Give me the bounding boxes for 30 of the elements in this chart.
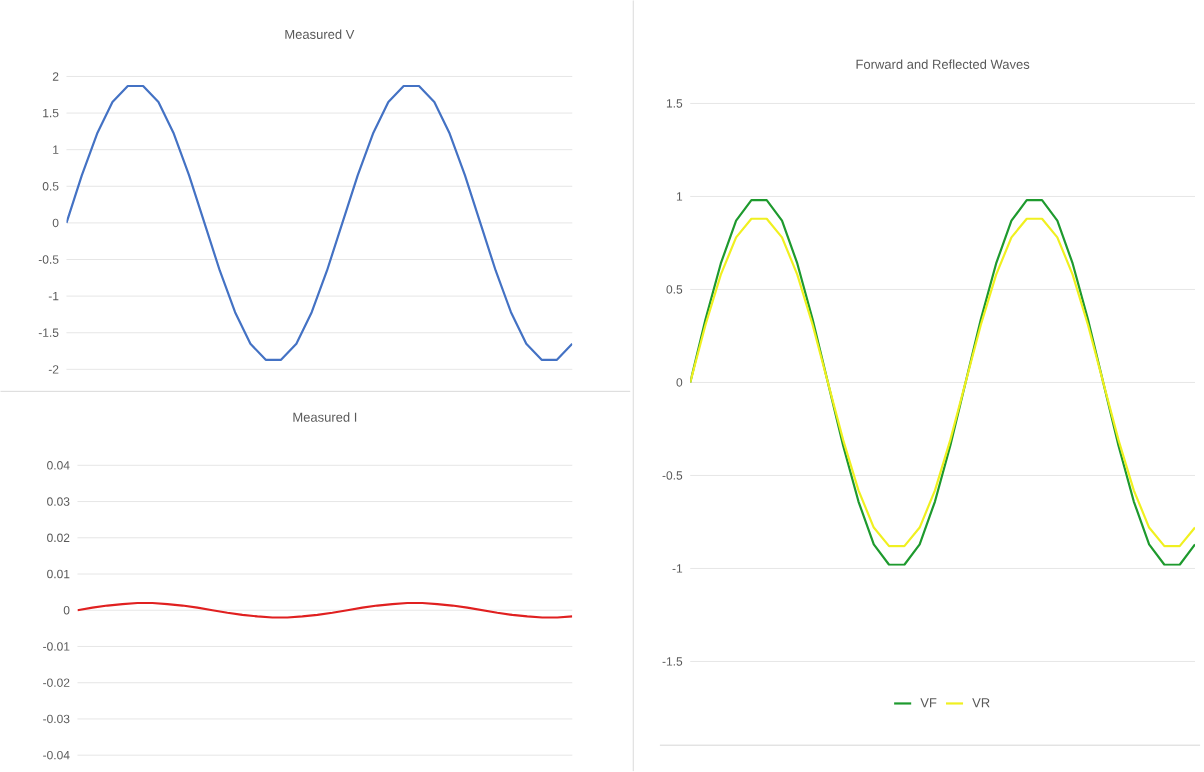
chart-title: Measured I: [293, 412, 357, 422]
y-tick-label: -0.02: [43, 678, 70, 688]
y-tick-label: 2: [52, 72, 59, 81]
y-tick-label: 0: [63, 606, 70, 615]
y-tick-label: 0: [676, 378, 683, 387]
y-tick-label: -0.03: [43, 714, 70, 724]
y-tick-label: 1.5: [666, 99, 683, 108]
y-tick-label: 0.5: [42, 182, 59, 191]
y-tick-label: -1: [48, 292, 59, 301]
legend-label: VF: [920, 698, 937, 708]
y-tick-label: -2: [48, 365, 59, 374]
y-tick-label: 0: [52, 218, 59, 228]
chart-title: Measured V: [285, 29, 355, 40]
y-tick-label: -0.04: [43, 751, 70, 760]
y-tick-label: 1: [53, 145, 59, 154]
y-tick-label: -1.5: [38, 328, 59, 338]
chart-title: Forward and Reflected Waves: [856, 59, 1030, 70]
y-tick-label: -1: [672, 564, 683, 573]
y-tick-label: 0.5: [666, 285, 683, 294]
y-tick-label: 0.03: [47, 497, 70, 506]
y-tick-label: 1.5: [43, 109, 59, 118]
y-tick-label: -1.5: [662, 657, 683, 666]
y-tick-label: 0.04: [47, 461, 70, 470]
legend-label: VR: [972, 698, 990, 708]
y-tick-label: -0.01: [43, 642, 70, 651]
y-tick-label: 0.01: [47, 569, 70, 579]
y-tick-label: -0.5: [38, 255, 59, 264]
y-tick-label: 1: [676, 192, 683, 201]
y-tick-label: -0.5: [662, 471, 683, 480]
y-tick-label: 0.02: [47, 533, 70, 543]
